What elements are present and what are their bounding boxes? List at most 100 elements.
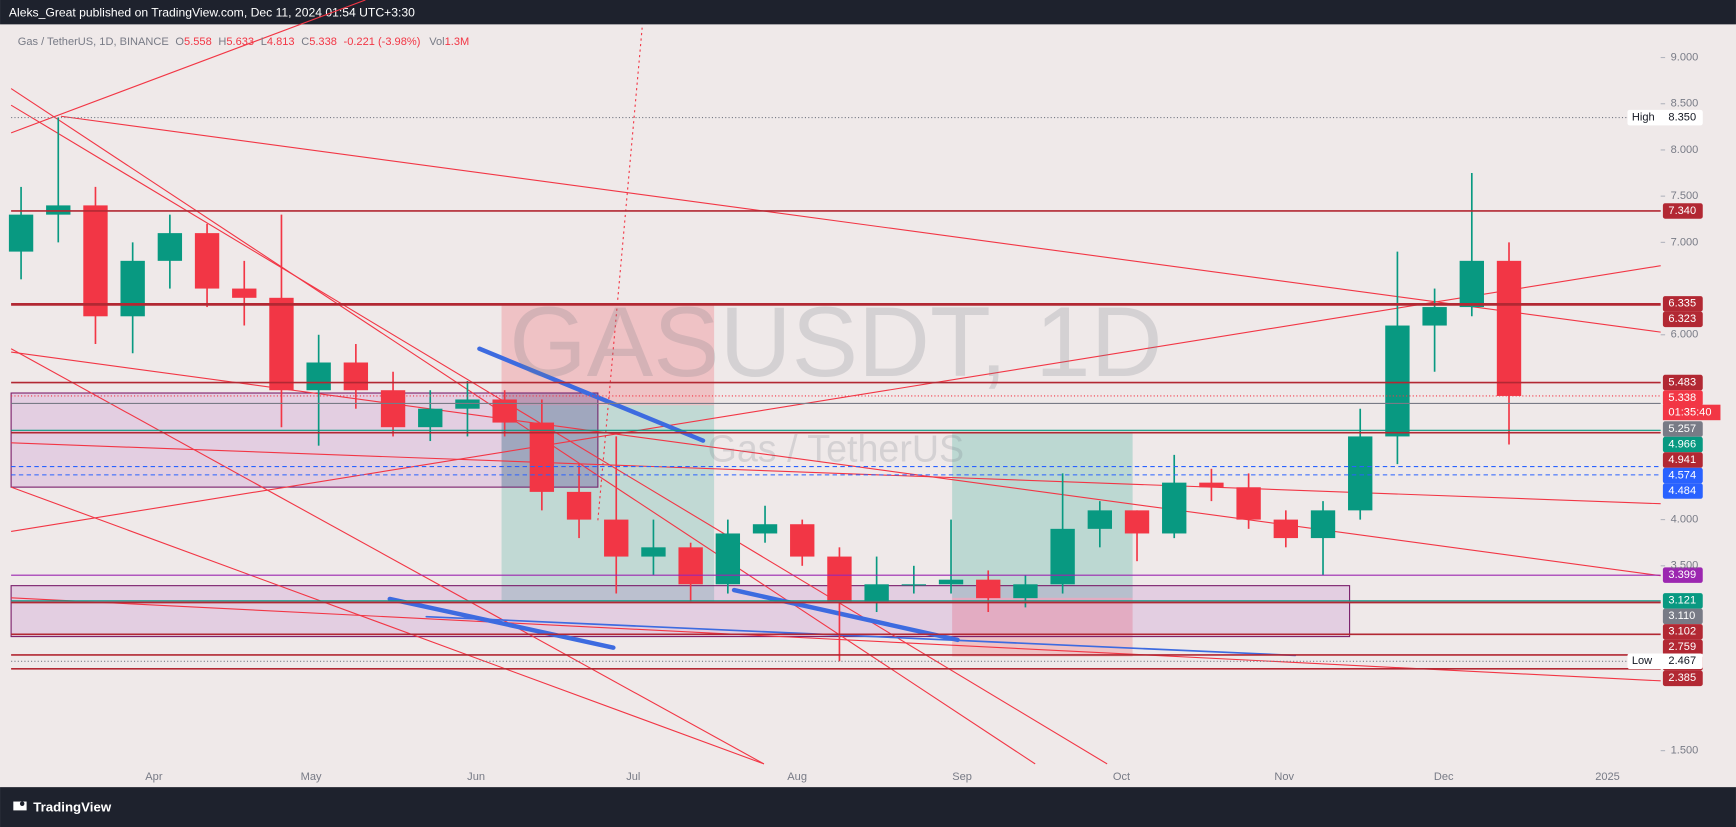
legend-label: H	[218, 36, 226, 48]
candle-body	[418, 408, 443, 428]
level-label: 4.484	[1668, 485, 1696, 497]
channel-line	[425, 615, 1297, 657]
footer-brand: TradingView	[33, 800, 112, 815]
level-label: 5.257	[1668, 423, 1696, 435]
candle-body	[232, 288, 257, 298]
candle-body	[1273, 519, 1298, 539]
level-badge	[1662, 452, 1703, 468]
candle-body	[641, 547, 666, 557]
top-bar	[0, 0, 1736, 25]
level-label: 4.574	[1668, 469, 1696, 481]
x-tick-label: May	[301, 771, 322, 783]
candle-body	[1236, 487, 1261, 520]
trend-line	[10, 88, 1036, 765]
candle-body	[8, 214, 34, 252]
y-tick-label: 3.500	[1671, 560, 1699, 572]
level-label: 2.385	[1668, 672, 1696, 684]
level-badge	[1662, 311, 1703, 328]
legend-value: 5.558	[184, 36, 212, 48]
trend-line	[11, 265, 1661, 532]
candle-body	[1050, 528, 1075, 585]
legend-label: O	[175, 36, 184, 48]
candle-body	[492, 399, 517, 423]
legend-value: 4.813	[267, 36, 295, 48]
y-tick-label: 7.000	[1671, 236, 1699, 248]
candle-body	[1013, 584, 1038, 599]
channel-line	[477, 346, 706, 443]
x-tick-label: Oct	[1113, 771, 1130, 783]
level-label: 3.121	[1668, 595, 1696, 607]
level-label: 4.966	[1668, 438, 1696, 450]
x-tick-label: Aug	[787, 771, 807, 783]
candle-body	[901, 584, 927, 586]
candle-body	[1496, 260, 1522, 396]
candle-body	[157, 233, 183, 261]
level-badge	[1662, 203, 1703, 219]
candle-body	[529, 422, 555, 492]
candle-body	[752, 524, 778, 534]
level-label: 5.338	[1668, 392, 1696, 404]
candle-body	[120, 260, 145, 317]
candle-body	[1124, 510, 1150, 534]
level-badge	[1662, 483, 1703, 499]
candle-body	[455, 399, 480, 409]
drawings	[10, 0, 1661, 765]
header-text: Aleks_Great published on TradingView.com…	[9, 6, 415, 20]
x-tick-label: Nov	[1274, 771, 1294, 783]
legend-label: L	[261, 36, 267, 48]
legend-change: -0.221 (-3.98%)	[344, 36, 421, 48]
candle-body	[1087, 510, 1113, 529]
legend-value: 1.3M	[445, 36, 470, 48]
level-badge	[1662, 567, 1703, 583]
candle-body	[604, 519, 629, 557]
level-badge	[1662, 390, 1703, 406]
level-label: 3.110	[1668, 610, 1695, 622]
y-tick-label: 4.000	[1671, 514, 1699, 526]
candle-body	[566, 491, 592, 520]
level-label: 6.323	[1668, 313, 1696, 325]
candle-body	[1310, 510, 1336, 539]
candle-body	[864, 584, 889, 603]
short-position-risk	[501, 305, 715, 406]
y-tick-label: 8.000	[1671, 144, 1699, 156]
legend-label: Vol	[429, 36, 444, 48]
candle-body	[715, 533, 741, 585]
level-badge	[1662, 374, 1703, 391]
legend-value: 5.338	[309, 36, 337, 48]
trend-line	[10, 348, 765, 765]
y-tick-label: 7.500	[1671, 190, 1699, 202]
level-label: 3.102	[1668, 626, 1696, 638]
legend-symbol: Gas / TetherUS, 1D, BINANCE	[18, 36, 169, 48]
tradingview-logo	[13, 801, 27, 811]
candles	[8, 117, 1522, 662]
candle-body	[269, 297, 294, 391]
legend-value: 5.633	[226, 36, 254, 48]
legend-label: C	[301, 36, 309, 48]
candle-body	[1422, 307, 1447, 326]
level-label: 5.483	[1668, 376, 1696, 388]
trend-line	[60, 115, 1661, 333]
level-badge	[1662, 639, 1703, 656]
level-label: 7.340	[1668, 205, 1696, 217]
legend: Gas / TetherUS, 1D, BINANCE O5.558 H5.633 L…	[18, 36, 469, 48]
extreme-label: High	[1632, 112, 1655, 124]
x-tick-label: Apr	[145, 771, 163, 783]
level-badge	[1662, 296, 1703, 312]
countdown: 01:35:40	[1668, 406, 1711, 418]
level-badge	[1662, 608, 1703, 625]
candle-body	[827, 556, 852, 603]
candle-body	[306, 362, 331, 391]
watermark-subtitle: Gas / TetherUS	[708, 428, 965, 470]
candle-body	[343, 362, 369, 391]
trend-line	[11, 597, 1661, 682]
candle-body	[790, 524, 815, 557]
y-tick-label: 9.000	[1671, 51, 1699, 63]
level-label: 3.399	[1668, 569, 1696, 581]
extreme-badge	[1627, 653, 1703, 670]
level-label: 6.335	[1668, 298, 1696, 310]
y-tick-label: 8.500	[1671, 98, 1699, 110]
trend-line	[10, 486, 765, 765]
candle-body	[46, 205, 71, 215]
